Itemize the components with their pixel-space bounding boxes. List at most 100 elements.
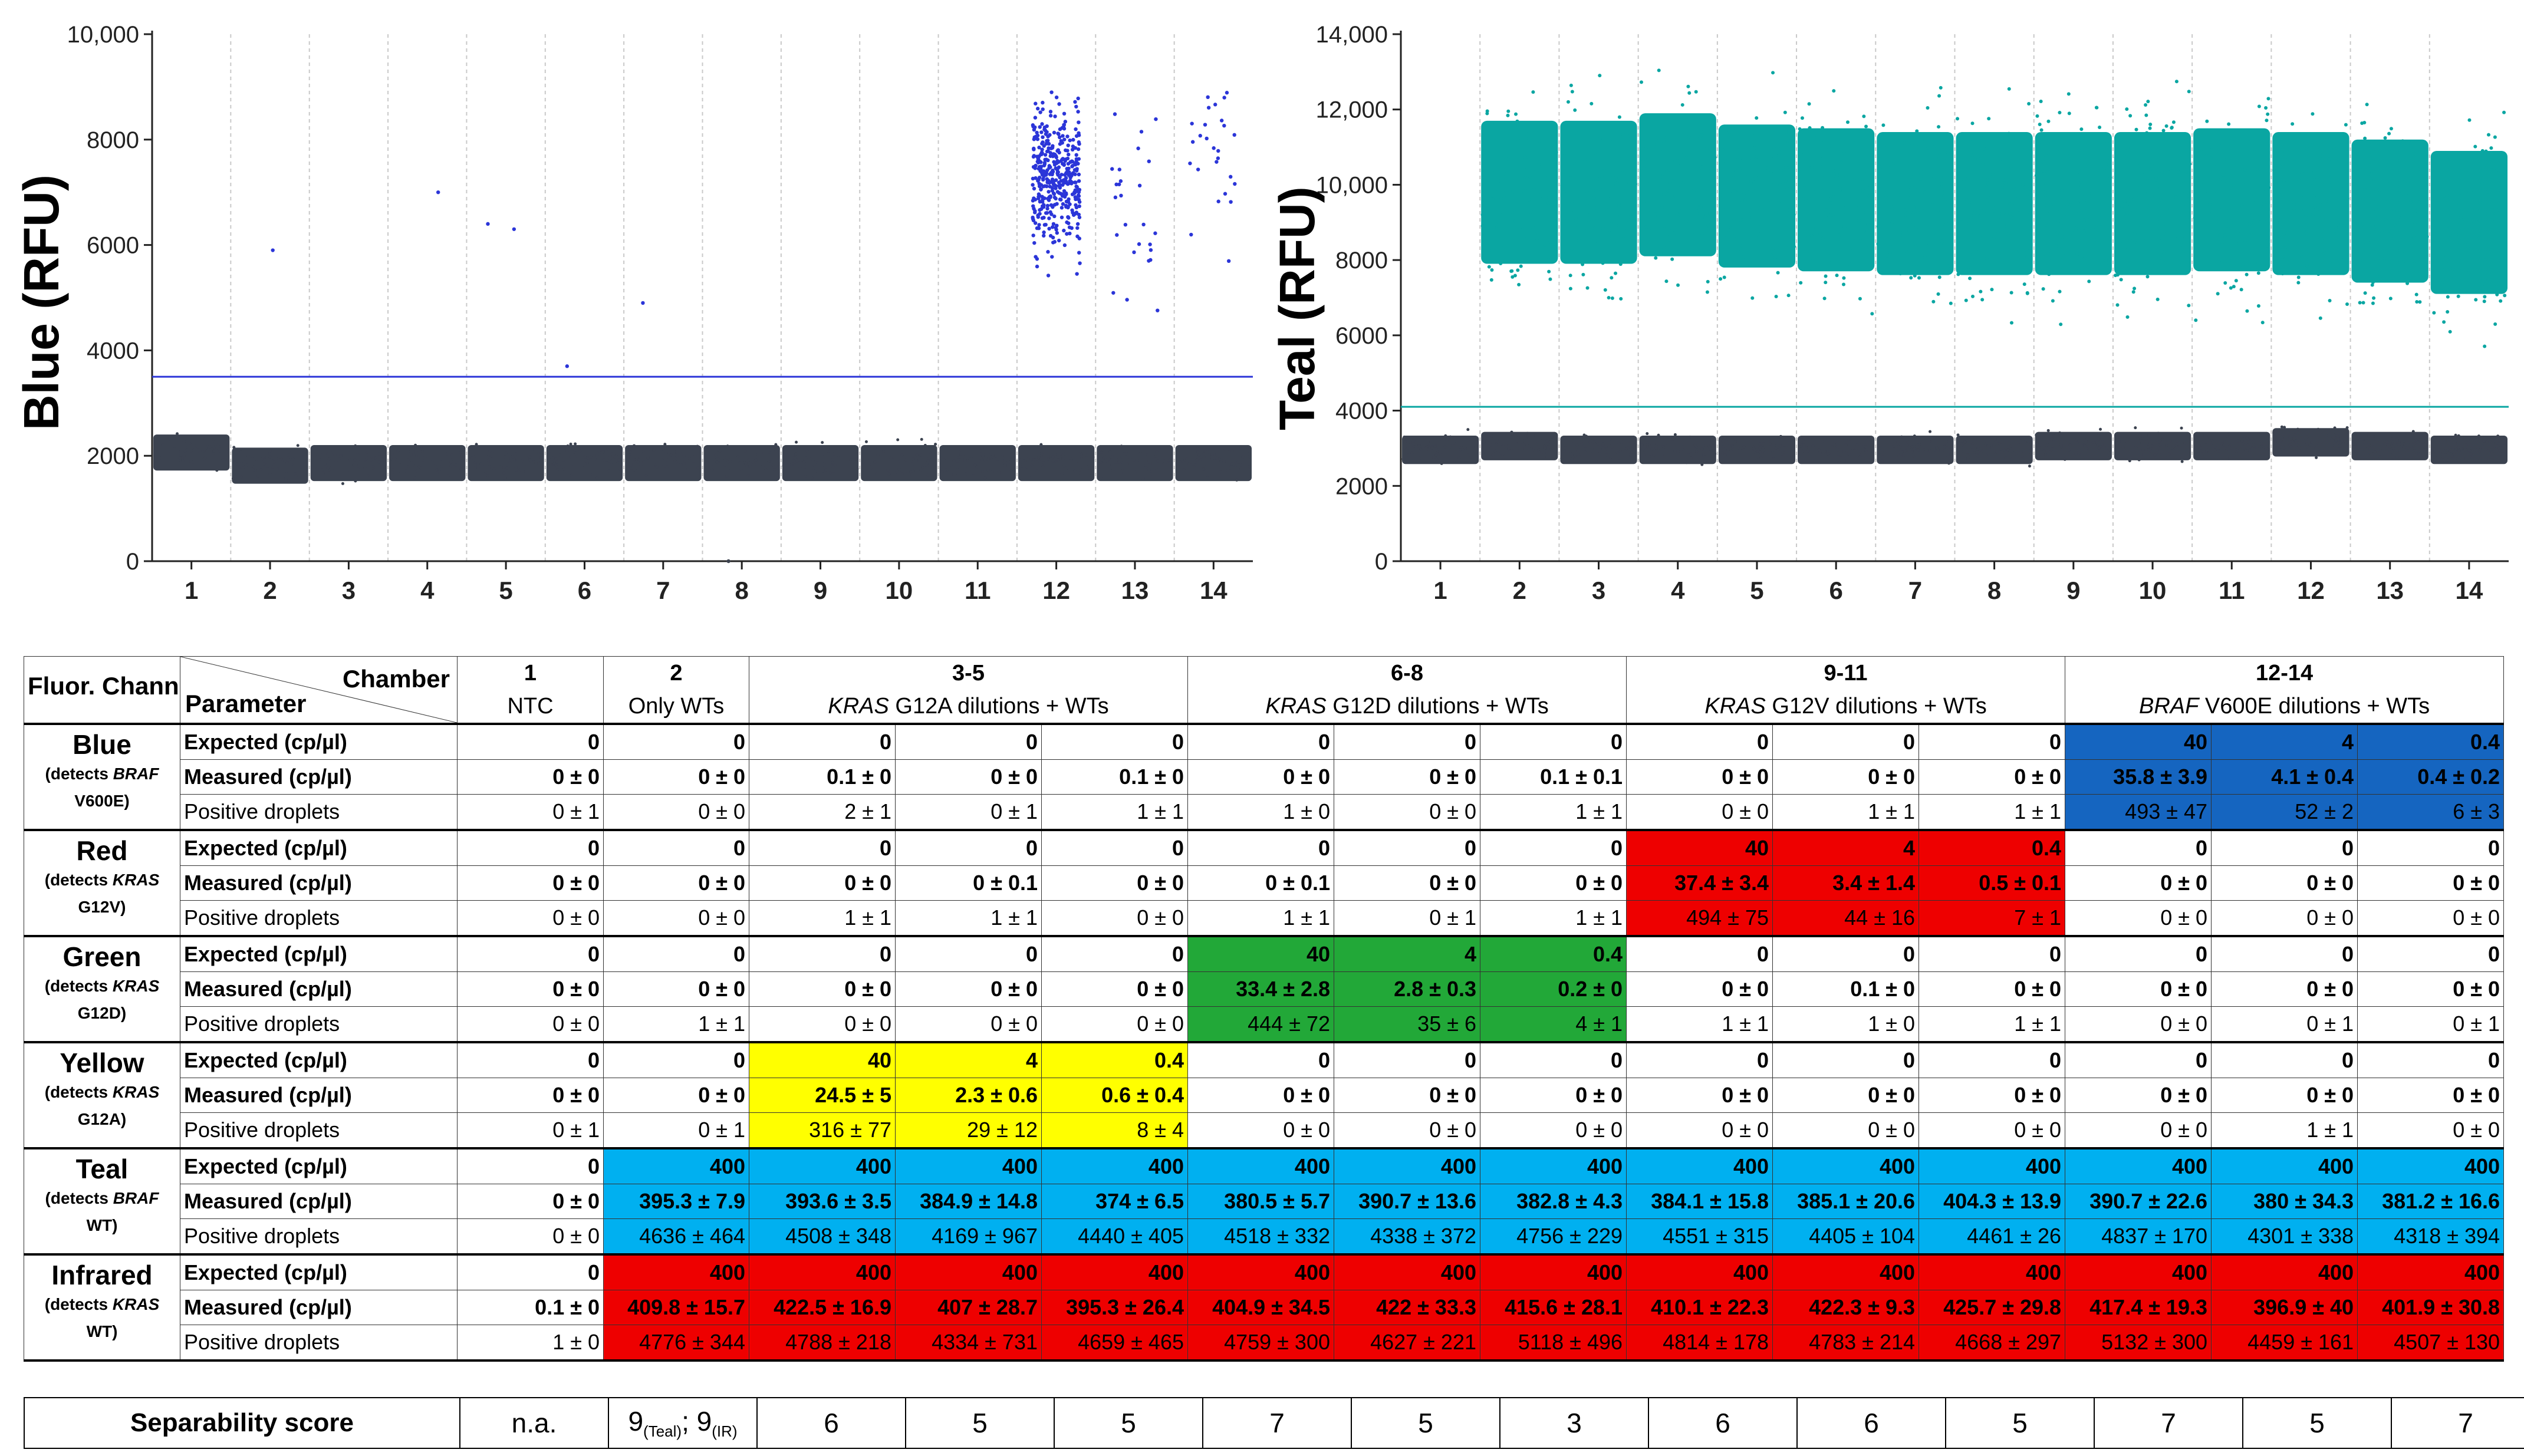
negative-droplet <box>1643 453 1646 457</box>
negative-droplet <box>1248 465 1251 469</box>
negative-droplet <box>178 456 182 460</box>
outlier-droplet <box>436 190 440 195</box>
negative-droplet <box>1168 458 1171 462</box>
positive-droplet <box>2040 172 2044 176</box>
negative-droplet <box>572 450 575 454</box>
positive-droplet <box>1508 140 1512 144</box>
positive-droplet <box>2209 217 2213 221</box>
detects-gene: BRAF <box>113 1189 159 1207</box>
negative-droplet <box>1136 469 1139 472</box>
positive-droplet <box>1489 121 1493 125</box>
positive-droplet <box>1554 156 1558 160</box>
positive-droplet <box>1910 143 1914 147</box>
positive-droplet <box>1687 134 1691 139</box>
positive-droplet <box>2409 209 2413 213</box>
negative-droplet <box>1864 436 1868 440</box>
sep2-ir-tag: (IR) <box>712 1422 738 1441</box>
positive-droplet <box>2067 135 2071 139</box>
negative-droplet <box>1906 440 1910 443</box>
negative-droplet <box>633 444 636 447</box>
negative-droplet <box>934 443 937 446</box>
table-header-row: Fluor. Channel Chamber Parameter 1NTC2On… <box>24 656 2505 725</box>
positive-droplet <box>1032 147 1036 151</box>
negative-droplet <box>1183 447 1186 450</box>
negative-droplet <box>2068 448 2071 452</box>
positive-droplet <box>1861 189 1865 193</box>
positive-droplet <box>1658 251 1663 255</box>
negative-droplet <box>2213 448 2217 452</box>
positive-droplet <box>1532 187 1536 191</box>
positive-droplet <box>2207 202 2212 206</box>
negative-droplet <box>1722 440 1725 443</box>
negative-droplet <box>2406 447 2410 450</box>
negative-droplet <box>1655 443 1658 446</box>
positive-droplet <box>2267 186 2271 190</box>
positive-droplet <box>1549 210 1554 215</box>
positive-droplet <box>1975 247 1979 251</box>
negative-droplet <box>1595 460 1598 463</box>
negative-droplet <box>1630 441 1633 444</box>
negative-droplet <box>791 453 795 456</box>
positive-droplet <box>1077 200 1082 204</box>
positive-droplet <box>2116 159 2120 163</box>
negative-droplet <box>2314 446 2318 449</box>
negative-droplet <box>502 471 506 475</box>
positive-droplet <box>1600 157 1604 161</box>
negative-droplet <box>1998 442 2001 446</box>
positive-droplet <box>1957 171 1962 175</box>
negative-droplet <box>1610 444 1613 447</box>
positive-droplet <box>2362 120 2367 124</box>
positive-droplet <box>1656 213 1660 218</box>
positive-droplet <box>2449 211 2453 215</box>
positive-droplet <box>1048 180 1052 185</box>
negative-droplet <box>1760 452 1764 455</box>
positive-droplet <box>1769 149 1773 153</box>
positive-droplet <box>1852 178 1856 182</box>
negative-droplet <box>2316 427 2320 431</box>
positive-droplet <box>1937 94 1941 98</box>
positive-droplet <box>1627 139 1631 143</box>
positive-droplet <box>1516 137 1520 141</box>
positive-droplet <box>2001 177 2005 182</box>
positive-droplet <box>2205 119 2209 123</box>
negative-droplet <box>1781 444 1784 447</box>
separability-table: Separability score n.a. 9(Teal); 9(IR) 6… <box>24 1397 2524 1449</box>
positive-droplet <box>2425 235 2429 239</box>
negative-droplet <box>2200 443 2204 446</box>
negative-droplet <box>983 446 987 449</box>
negative-droplet <box>1550 435 1554 439</box>
negative-droplet <box>365 451 368 454</box>
value-cell: 0 ± 0 <box>1772 1078 1920 1113</box>
positive-droplet <box>1870 233 1874 237</box>
positive-droplet <box>2478 159 2482 163</box>
positive-droplet <box>2000 183 2005 187</box>
positive-droplet <box>1050 186 1055 190</box>
positive-droplet <box>2361 250 2365 254</box>
positive-droplet <box>2224 219 2229 223</box>
positive-droplet <box>1702 163 1706 167</box>
positive-droplet <box>2400 179 2404 183</box>
chamber-description: Only WTs <box>628 694 725 719</box>
positive-droplet <box>2343 172 2347 176</box>
negative-droplet <box>459 450 462 454</box>
negative-droplet <box>1708 446 1712 449</box>
value-cell: 4627 ± 221 <box>1334 1325 1480 1362</box>
positive-droplet <box>1724 162 1728 166</box>
negative-droplet <box>2485 440 2489 444</box>
positive-droplet <box>2252 249 2256 253</box>
positive-droplet <box>2286 233 2290 237</box>
positive-droplet <box>1860 180 1864 185</box>
positive-droplet <box>2169 180 2173 185</box>
positive-droplet <box>1742 191 1746 195</box>
positive-droplet <box>2055 210 2059 214</box>
positive-droplet <box>2174 195 2179 199</box>
positive-droplet <box>2372 222 2376 226</box>
positive-droplet <box>2213 216 2217 220</box>
positive-droplet <box>1901 233 1905 238</box>
negative-droplet <box>613 455 617 459</box>
negative-droplet <box>1960 450 1963 453</box>
positive-droplet <box>1814 190 1818 194</box>
negative-droplet <box>893 457 897 460</box>
negative-droplet <box>1469 439 1473 443</box>
positive-droplet <box>1772 183 1776 187</box>
